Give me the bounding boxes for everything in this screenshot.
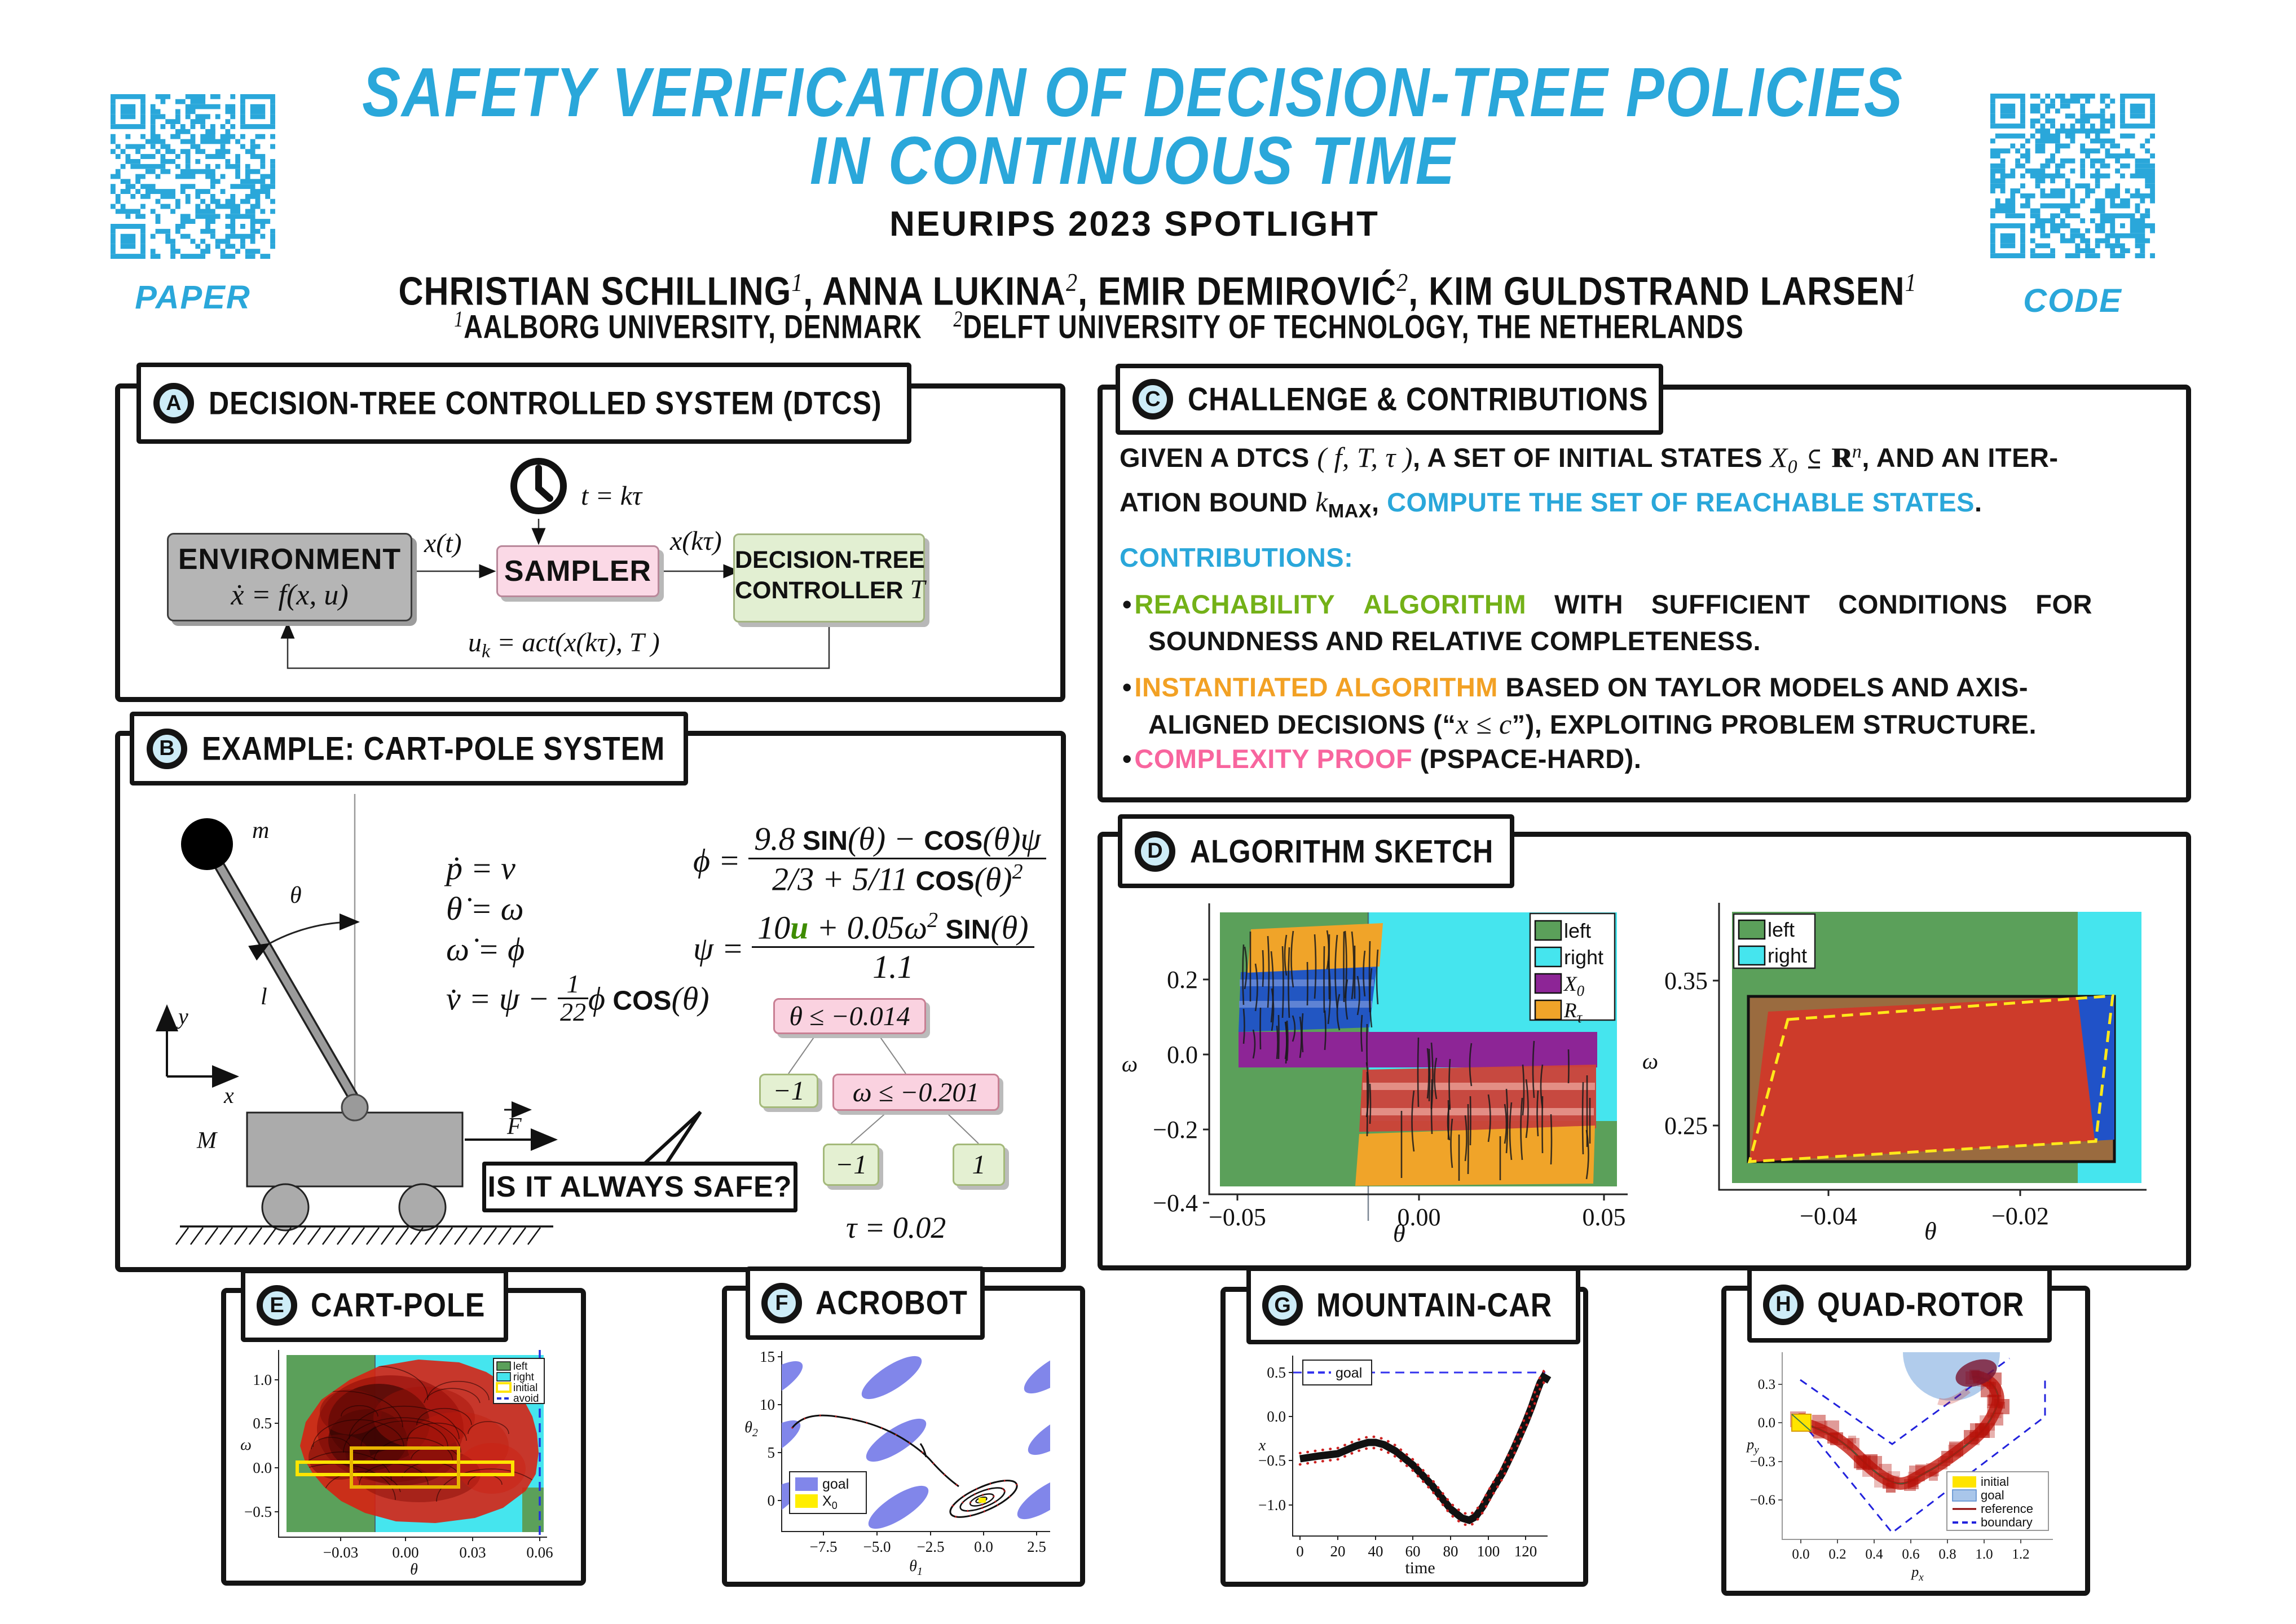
svg-text:x: x bbox=[223, 1083, 234, 1108]
svg-text:120: 120 bbox=[1514, 1543, 1537, 1560]
svg-text:60: 60 bbox=[1405, 1543, 1421, 1560]
svg-text:0.0: 0.0 bbox=[1167, 1041, 1198, 1069]
svg-text:F: F bbox=[506, 1114, 522, 1140]
svg-text:X0: X0 bbox=[1563, 973, 1585, 999]
svg-text:−2.5: −2.5 bbox=[917, 1538, 945, 1555]
svg-text:0.0: 0.0 bbox=[974, 1538, 993, 1555]
svg-text:reference: reference bbox=[1981, 1502, 2033, 1516]
svg-text:0: 0 bbox=[1296, 1543, 1304, 1560]
svg-text:1.0: 1.0 bbox=[1975, 1547, 1993, 1562]
svg-text:avoid: avoid bbox=[513, 1393, 539, 1405]
svg-text:ω: ω bbox=[1642, 1048, 1658, 1074]
svg-text:left: left bbox=[1768, 918, 1795, 941]
svg-text:0.4: 0.4 bbox=[1865, 1547, 1883, 1562]
svg-text:M: M bbox=[196, 1128, 218, 1154]
svg-text:initial: initial bbox=[1981, 1475, 2009, 1489]
svg-text:100: 100 bbox=[1477, 1543, 1500, 1560]
svg-text:py: py bbox=[1746, 1436, 1759, 1456]
svg-text:0.05: 0.05 bbox=[1583, 1203, 1626, 1231]
svg-text:0.2: 0.2 bbox=[1828, 1547, 1846, 1562]
svg-text:θ2: θ2 bbox=[744, 1419, 758, 1439]
svg-text:0.00: 0.00 bbox=[392, 1544, 418, 1561]
svg-text:80: 80 bbox=[1443, 1543, 1458, 1560]
svg-text:px: px bbox=[1910, 1564, 1924, 1583]
svg-text:time: time bbox=[1405, 1559, 1435, 1577]
svg-text:right: right bbox=[513, 1371, 535, 1383]
svg-text:−0.3: −0.3 bbox=[1750, 1454, 1775, 1469]
svg-text:−0.02: −0.02 bbox=[1991, 1202, 2049, 1230]
svg-text:0.0: 0.0 bbox=[1267, 1408, 1286, 1425]
svg-text:−0.2: −0.2 bbox=[1153, 1116, 1198, 1144]
svg-text:20: 20 bbox=[1330, 1543, 1346, 1560]
svg-text:−0.04: −0.04 bbox=[1800, 1202, 1857, 1230]
svg-text:l: l bbox=[261, 984, 267, 1010]
svg-text:y: y bbox=[176, 1004, 188, 1029]
svg-text:right: right bbox=[1564, 946, 1603, 969]
svg-text:−0.4: −0.4 bbox=[1153, 1189, 1198, 1217]
svg-text:2.5: 2.5 bbox=[1027, 1538, 1046, 1555]
svg-text:1.2: 1.2 bbox=[2012, 1547, 2029, 1562]
svg-text:15: 15 bbox=[760, 1348, 775, 1365]
svg-text:x: x bbox=[1258, 1437, 1266, 1454]
svg-text:ω: ω bbox=[1122, 1051, 1138, 1076]
svg-text:goal: goal bbox=[822, 1476, 849, 1492]
svg-text:−0.03: −0.03 bbox=[323, 1544, 358, 1561]
svg-text:0.0: 0.0 bbox=[253, 1459, 272, 1476]
svg-text:m: m bbox=[252, 818, 269, 844]
svg-text:goal: goal bbox=[1336, 1365, 1362, 1381]
svg-text:−0.05: −0.05 bbox=[1209, 1203, 1266, 1231]
svg-text:−1.0: −1.0 bbox=[1258, 1497, 1286, 1513]
svg-text:0.0: 0.0 bbox=[1792, 1547, 1809, 1562]
svg-text:−0.6: −0.6 bbox=[1750, 1493, 1775, 1508]
svg-text:goal: goal bbox=[1981, 1488, 2004, 1502]
svg-text:0.0: 0.0 bbox=[1758, 1415, 1775, 1431]
svg-text:−5.0: −5.0 bbox=[863, 1538, 891, 1555]
svg-text:0.03: 0.03 bbox=[459, 1544, 486, 1561]
svg-text:10: 10 bbox=[760, 1396, 775, 1413]
svg-text:left: left bbox=[513, 1361, 528, 1373]
svg-text:0.6: 0.6 bbox=[1902, 1547, 1919, 1562]
svg-text:−0.5: −0.5 bbox=[1258, 1452, 1286, 1469]
svg-text:boundary: boundary bbox=[1981, 1515, 2033, 1529]
svg-text:5: 5 bbox=[768, 1444, 775, 1461]
svg-text:θ: θ bbox=[410, 1561, 418, 1576]
svg-text:right: right bbox=[1768, 944, 1807, 967]
svg-text:0.06: 0.06 bbox=[526, 1544, 553, 1561]
svg-text:−7.5: −7.5 bbox=[810, 1538, 838, 1555]
svg-text:0.2: 0.2 bbox=[1167, 966, 1198, 994]
svg-text:left: left bbox=[1564, 919, 1591, 942]
svg-text:0.3: 0.3 bbox=[1758, 1377, 1775, 1392]
svg-text:θ1: θ1 bbox=[909, 1557, 923, 1577]
svg-text:0.25: 0.25 bbox=[1664, 1112, 1708, 1140]
svg-text:0.8: 0.8 bbox=[1938, 1547, 1956, 1562]
svg-text:θ: θ bbox=[290, 882, 302, 908]
svg-text:−0.5: −0.5 bbox=[244, 1503, 272, 1520]
svg-text:0.00: 0.00 bbox=[1398, 1203, 1441, 1231]
svg-text:initial: initial bbox=[513, 1382, 537, 1394]
svg-text:ω: ω bbox=[240, 1436, 252, 1454]
svg-text:40: 40 bbox=[1368, 1543, 1383, 1560]
svg-text:0.35: 0.35 bbox=[1664, 967, 1708, 995]
svg-text:1.0: 1.0 bbox=[253, 1371, 272, 1388]
svg-text:0.5: 0.5 bbox=[1267, 1364, 1286, 1381]
svg-text:0: 0 bbox=[768, 1492, 775, 1509]
svg-text:0.5: 0.5 bbox=[253, 1415, 272, 1432]
